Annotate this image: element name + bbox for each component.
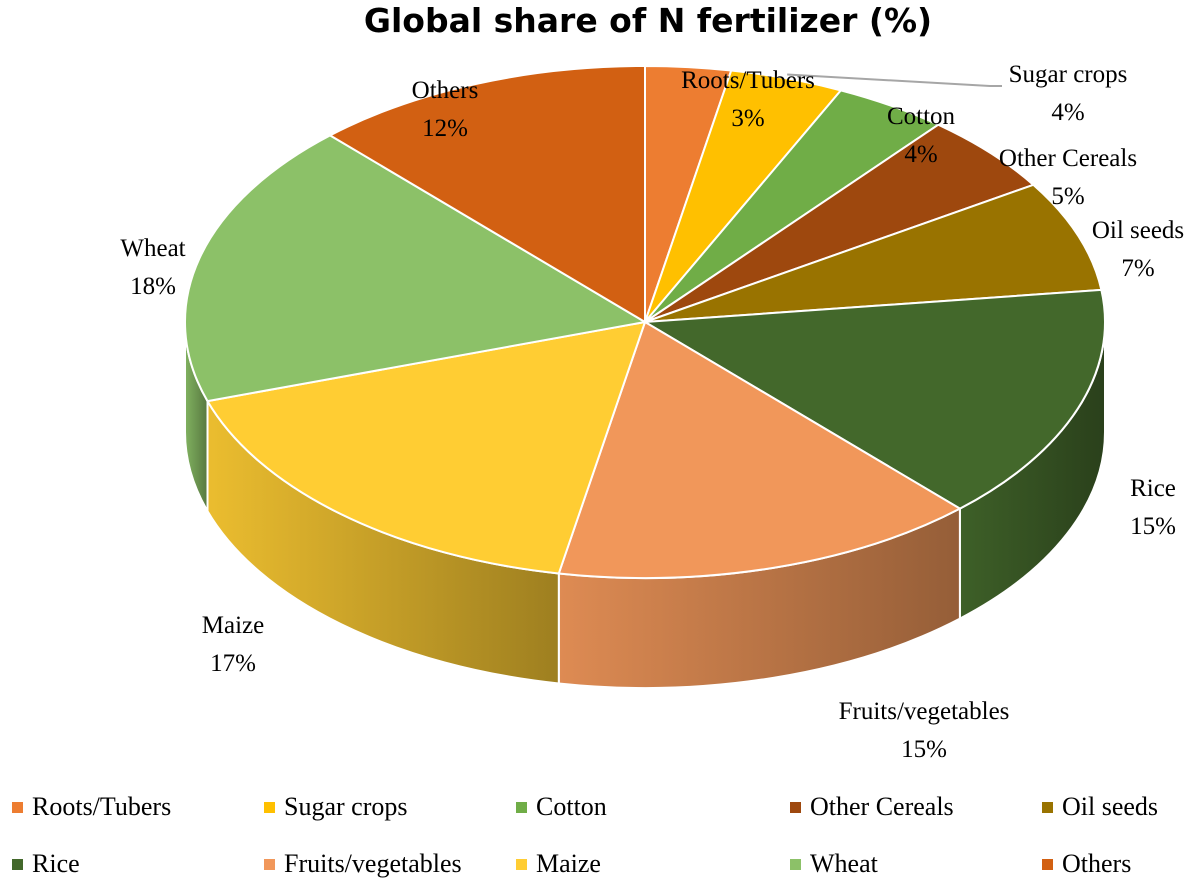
legend-label-cotton: Cotton	[536, 792, 607, 821]
data-label-name-fruits-vegetables: Fruits/vegetables	[839, 698, 1010, 725]
data-label-name-rice: Rice	[1130, 475, 1176, 502]
data-label-value-other-cereals: 5%	[1051, 183, 1084, 210]
data-label-name-sugar-crops: Sugar crops	[1009, 61, 1128, 88]
legend: Roots/Tubers Sugar crops Cotton Other Cerea…	[12, 792, 1158, 878]
data-label-value-roots-tubers: 3%	[731, 105, 764, 132]
data-label-name-other-cereals: Other Cereals	[999, 145, 1137, 172]
data-label-value-fruits-vegetables: 15%	[901, 736, 947, 763]
pie-slice-other-cereals	[644, 123, 1036, 323]
legend-item-sugar-crops: Sugar crops	[264, 792, 407, 821]
legend-swatch-oil-seeds	[1042, 802, 1053, 813]
leader-line-sugar-crops	[787, 73, 1002, 87]
legend-label-rice: Rice	[32, 849, 80, 878]
data-label-value-maize: 17%	[210, 650, 256, 677]
data-label-name-cotton: Cotton	[887, 103, 956, 130]
pie-slice-fruits-vegetables	[557, 320, 962, 580]
legend-swatch-cotton	[516, 802, 527, 813]
legend-item-maize: Maize	[516, 849, 601, 878]
pie-slice-others	[328, 64, 646, 324]
legend-swatch-fruits-vegetables	[264, 859, 275, 870]
legend-swatch-sugar-crops	[264, 802, 275, 813]
data-label-name-oil-seeds: Oil seeds	[1092, 217, 1184, 244]
data-label-name-wheat: Wheat	[120, 235, 185, 262]
legend-swatch-wheat	[790, 859, 801, 870]
legend-item-rice: Rice	[12, 849, 80, 878]
legend-item-others: Others	[1042, 849, 1131, 878]
legend-item-other-cereals: Other Cereals	[790, 792, 954, 821]
legend-item-fruits-vegetables: Fruits/vegetables	[264, 849, 462, 878]
data-label-value-others: 12%	[422, 115, 468, 142]
pie-slice-wheat	[184, 134, 648, 403]
data-label-value-oil-seeds: 7%	[1121, 255, 1154, 282]
legend-label-roots-tubers: Roots/Tubers	[32, 792, 171, 821]
legend-label-other-cereals: Other Cereals	[810, 792, 954, 821]
pie-slice-rice	[641, 288, 1106, 510]
legend-label-maize: Maize	[536, 849, 601, 878]
legend-swatch-others	[1042, 859, 1053, 870]
legend-item-roots-tubers: Roots/Tubers	[12, 792, 171, 821]
legend-swatch-roots-tubers	[12, 802, 23, 813]
chart-title: Global share of N fertilizer (%)	[364, 1, 932, 40]
pie-slice-oil-seeds	[644, 183, 1103, 323]
legend-item-oil-seeds: Oil seeds	[1042, 792, 1158, 821]
data-label-value-cotton: 4%	[904, 141, 937, 168]
data-label-value-sugar-crops: 4%	[1051, 99, 1084, 126]
legend-swatch-maize	[516, 859, 527, 870]
pie-slice-maize	[205, 320, 647, 575]
pie-sides	[184, 321, 1106, 690]
legend-label-sugar-crops: Sugar crops	[284, 792, 407, 821]
data-label-name-roots-tubers: Roots/Tubers	[681, 67, 815, 94]
legend-swatch-rice	[12, 859, 23, 870]
legend-label-others: Others	[1062, 849, 1131, 878]
data-label-name-maize: Maize	[202, 612, 264, 639]
data-labels: Roots/Tubers 3% Sugar crops 4% Cotton 4% Other…	[120, 61, 1184, 763]
legend-label-fruits-vegetables: Fruits/vegetables	[284, 849, 462, 878]
leader-lines	[787, 73, 1002, 87]
pie-slices	[184, 64, 1106, 580]
legend-item-cotton: Cotton	[516, 792, 607, 821]
legend-label-oil-seeds: Oil seeds	[1062, 792, 1158, 821]
legend-item-wheat: Wheat	[790, 849, 879, 878]
data-label-value-rice: 15%	[1130, 513, 1176, 540]
legend-swatch-other-cereals	[790, 802, 801, 813]
data-label-value-wheat: 18%	[130, 273, 176, 300]
data-label-name-others: Others	[412, 77, 479, 104]
legend-label-wheat: Wheat	[810, 849, 879, 878]
